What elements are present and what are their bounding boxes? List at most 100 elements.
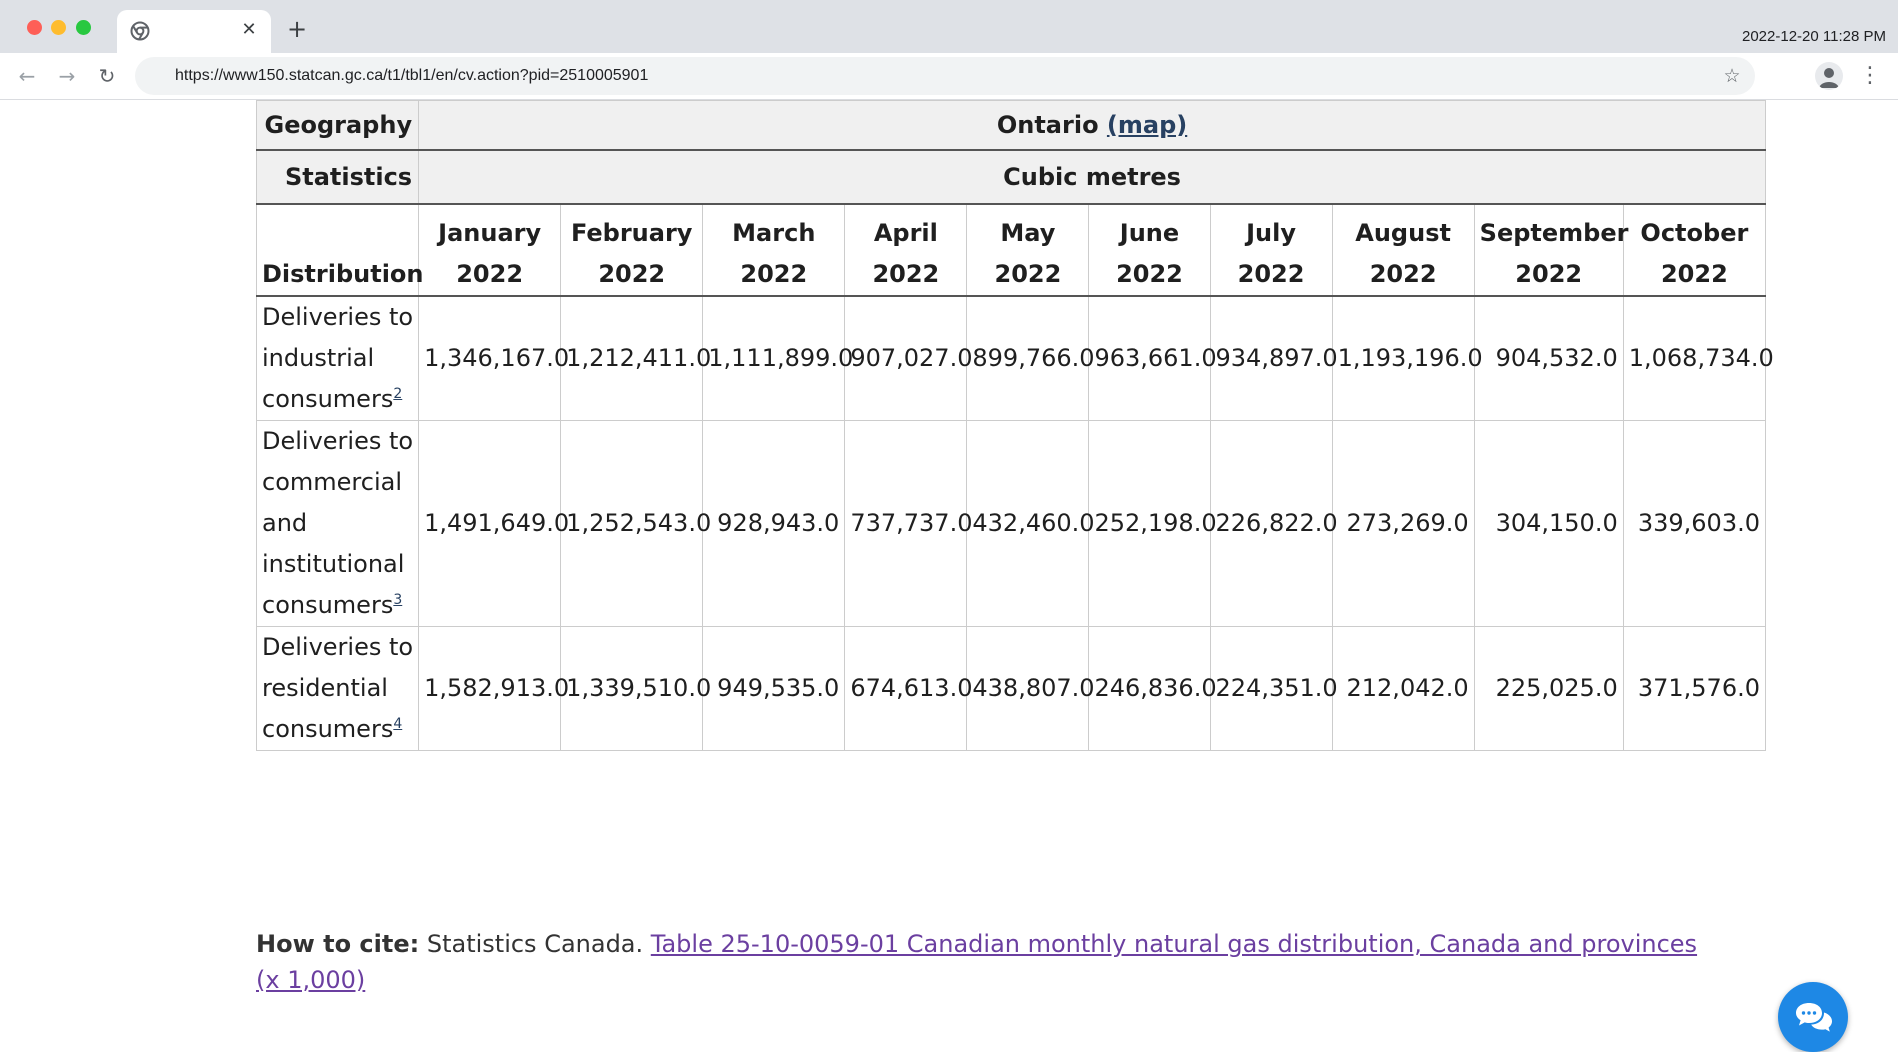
month-header-line: September — [1479, 219, 1629, 247]
month-header-line: 2022 — [1369, 260, 1437, 288]
plus-icon[interactable]: + — [286, 15, 308, 43]
row-label-line: Deliveries to — [262, 427, 414, 455]
kebab-icon[interactable]: ⋮ — [1859, 63, 1881, 88]
footnote-link[interactable]: 3 — [393, 592, 403, 608]
url-text[interactable]: https://www150.statcan.gc.ca/t1/tbl1/en/… — [175, 67, 649, 84]
value-cell: 934,897.0 — [1209, 295, 1338, 421]
value-cell: 907,027.0 — [844, 295, 972, 421]
row-label: Deliveries to industrial consumers2 — [255, 295, 420, 421]
arrow-left-icon[interactable]: ← — [18, 64, 36, 88]
geography-label: Geography — [255, 100, 420, 151]
value-cell: 899,766.0 — [966, 295, 1095, 421]
value-cell: 225,025.0 — [1473, 626, 1624, 751]
statistics-header-row: Statistics Cubic metres — [255, 150, 1766, 205]
value-cell: 1,339,510.0 — [560, 626, 711, 751]
distribution-label: Distribution — [255, 203, 424, 297]
close-icon[interactable]: ✕ — [241, 19, 257, 40]
value-cell: 224,351.0 — [1209, 626, 1338, 751]
map-link[interactable]: (map) — [1106, 110, 1188, 139]
month-header-line: April — [873, 219, 938, 247]
month-header-line: August — [1355, 219, 1451, 247]
page-content: Geography Ontario (map) Statistics Cubic… — [0, 100, 1898, 1052]
value-cell: 674,613.0 — [844, 626, 972, 751]
geography-value: Ontario — [996, 110, 1099, 139]
month-header-line: 2022 — [740, 260, 808, 288]
chat-button[interactable] — [1778, 982, 1848, 1052]
month-header: July 2022 — [1209, 203, 1333, 297]
cite-table-link[interactable]: Table 25-10-0059-01 Canadian monthly nat… — [256, 930, 1698, 994]
table-row: Deliveries to residential consumers4 1,582,… — [255, 626, 1767, 751]
footnote-link[interactable]: 4 — [393, 716, 403, 732]
profile-icon[interactable] — [1815, 62, 1843, 90]
statistics-value: Cubic metres — [418, 150, 1766, 205]
value-cell: 432,460.0 — [966, 420, 1095, 627]
month-header-line: 2022 — [872, 260, 940, 288]
table-body: Deliveries to industrial consumers2 1,346,1… — [255, 295, 1774, 751]
value-cell: 246,836.0 — [1088, 626, 1217, 751]
value-cell: 226,822.0 — [1209, 420, 1338, 627]
statistics-label: Statistics — [255, 150, 420, 205]
value-cell: 1,212,411.0 — [560, 295, 711, 421]
value-cell: 904,532.0 — [1473, 295, 1624, 421]
value-cell: 928,943.0 — [702, 420, 846, 627]
value-cell: 339,603.0 — [1622, 420, 1767, 627]
month-header: May 2022 — [966, 203, 1090, 297]
address-bar[interactable]: https://www150.statcan.gc.ca/t1/tbl1/en/… — [135, 57, 1755, 95]
table-row: Deliveries to commercial and institutional c… — [255, 420, 1767, 627]
month-header-line: 2022 — [598, 260, 666, 288]
clock-datetime: 2022-12-20 11:28 PM — [1742, 28, 1886, 45]
minimize-window-button[interactable] — [51, 20, 66, 35]
month-header-line: July 2022 — [1237, 219, 1305, 288]
month-header: June 2022 — [1088, 203, 1211, 297]
reload-icon[interactable]: ↻ — [98, 64, 116, 88]
month-header: January 2022 — [418, 203, 562, 297]
arrow-right-icon[interactable]: → — [58, 64, 76, 88]
month-header-line: 2022 — [994, 260, 1062, 288]
row-label-line: Deliveries to — [262, 633, 414, 661]
month-header: September 2022 — [1473, 203, 1628, 297]
row-label-line: consumers — [262, 385, 394, 413]
value-cell: 737,737.0 — [844, 420, 972, 627]
month-header: March 2022 — [702, 203, 846, 297]
active-tab[interactable]: ✕ — [117, 10, 271, 53]
how-to-cite: How to cite: Statistics Canada. Table 25… — [256, 926, 1706, 998]
month-header-line: January — [438, 219, 542, 247]
month-header-line: 2022 — [456, 260, 524, 288]
footnote-link[interactable]: 2 — [393, 386, 403, 402]
month-header-line: May — [1000, 219, 1056, 247]
geography-header-row: Geography Ontario (map) — [255, 100, 1766, 151]
value-cell: 252,198.0 — [1088, 420, 1217, 627]
row-label-line: residential — [262, 674, 388, 702]
month-header-line: October — [1640, 219, 1749, 247]
month-header-line: 2022 — [1660, 260, 1728, 288]
row-label-line: industrial — [262, 344, 375, 372]
row-label-line: Deliveries to — [262, 303, 414, 331]
chrome-icon — [130, 21, 150, 41]
month-header-line: 2022 — [1116, 260, 1183, 288]
maximize-window-button[interactable] — [76, 20, 91, 35]
value-cell: 1,252,543.0 — [560, 420, 711, 627]
value-cell: 1,491,649.0 — [418, 420, 569, 627]
star-icon[interactable]: ☆ — [1723, 65, 1741, 87]
geography-value-cell: Ontario (map) — [418, 100, 1766, 151]
value-cell: 1,346,167.0 — [418, 295, 569, 421]
value-cell: 1,582,913.0 — [418, 626, 569, 751]
cite-text: Statistics Canada. — [419, 930, 651, 958]
value-cell: 1,111,899.0 — [702, 295, 853, 421]
table-row: Deliveries to industrial consumers2 1,346,1… — [255, 295, 1774, 421]
value-cell: 304,150.0 — [1473, 420, 1624, 627]
month-header-line: 2022 — [1515, 260, 1583, 288]
month-header: April 2022 — [844, 203, 968, 297]
value-cell: 371,576.0 — [1622, 626, 1767, 751]
month-header-row: Distribution January 2022 February 2022 Marc… — [255, 203, 1767, 297]
row-label-line: institutional — [262, 550, 405, 578]
value-cell: 1,068,734.0 — [1622, 295, 1774, 421]
month-header: October 2022 — [1622, 203, 1767, 297]
browser-tab-bar: ✕ + 2022-12-20 11:28 PM — [0, 0, 1898, 53]
value-cell: 212,042.0 — [1331, 626, 1475, 751]
month-header-line: March — [732, 219, 816, 247]
close-window-button[interactable] — [27, 20, 42, 35]
value-cell: 963,661.0 — [1088, 295, 1217, 421]
data-table: Geography Ontario (map) Statistics Cubic… — [255, 100, 1774, 751]
row-label-line: commercial — [262, 468, 402, 496]
